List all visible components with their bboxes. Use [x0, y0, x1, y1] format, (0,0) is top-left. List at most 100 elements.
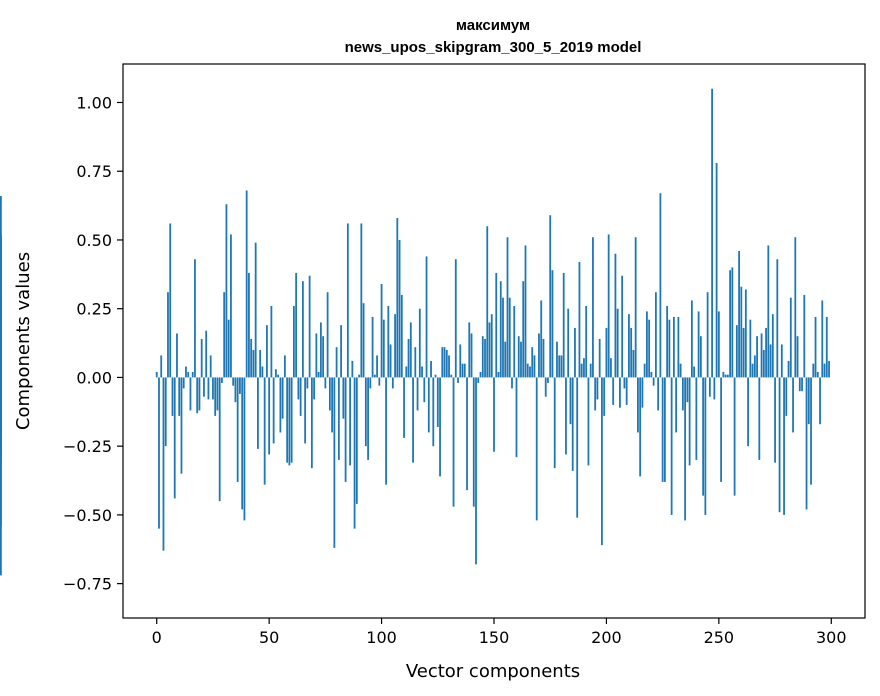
- bar: [234, 377, 237, 403]
- bar: [275, 369, 277, 378]
- bar: [317, 371, 320, 378]
- bar: [225, 204, 228, 378]
- bar: [221, 377, 223, 383]
- bar: [403, 377, 405, 438]
- y-tick-label: 0.25: [76, 300, 112, 319]
- bar: [418, 308, 421, 378]
- bar: [574, 327, 576, 378]
- bar: [288, 377, 291, 466]
- bar: [360, 223, 363, 378]
- bar: [610, 358, 612, 378]
- bar: [470, 333, 473, 378]
- bar: [227, 319, 230, 378]
- bar: [589, 363, 592, 378]
- bar: [619, 377, 621, 408]
- bar: [540, 300, 543, 378]
- bar: [351, 360, 354, 378]
- bar: [203, 377, 205, 397]
- bar: [816, 371, 819, 378]
- bar: [547, 377, 549, 383]
- x-tick-label: 150: [479, 628, 510, 647]
- bar: [167, 292, 169, 378]
- bar: [459, 344, 462, 378]
- bar: [565, 377, 567, 455]
- bar: [346, 223, 349, 378]
- bar: [259, 349, 262, 378]
- bar: [155, 371, 158, 378]
- bar: [436, 377, 439, 427]
- bar: [538, 333, 540, 378]
- bar: [322, 336, 325, 378]
- bar: [367, 377, 369, 460]
- bar: [466, 377, 468, 491]
- bar: [461, 363, 464, 378]
- bar: [639, 377, 642, 477]
- bar: [414, 347, 417, 378]
- bar: [760, 333, 763, 378]
- bar: [616, 308, 619, 378]
- bar: [578, 261, 581, 378]
- bar: [299, 377, 302, 416]
- bar: [248, 272, 250, 378]
- bar: [371, 316, 374, 378]
- bar: [176, 333, 178, 378]
- bar: [400, 294, 403, 378]
- bar: [598, 338, 601, 378]
- bar: [490, 314, 493, 378]
- bar: [272, 377, 275, 444]
- bar: [569, 377, 572, 425]
- bar: [245, 190, 248, 378]
- bar: [385, 377, 387, 485]
- bar: [825, 316, 828, 378]
- bar: [513, 305, 516, 378]
- bar: [722, 371, 725, 378]
- bar: [729, 270, 731, 378]
- bar: [239, 377, 241, 394]
- bar: [290, 377, 293, 463]
- bar: [295, 272, 298, 378]
- bar: [558, 355, 561, 378]
- bar: [185, 366, 187, 378]
- bar: [646, 311, 648, 378]
- bar: [695, 377, 698, 460]
- bar: [693, 366, 696, 378]
- bar: [423, 377, 426, 403]
- bar: [594, 377, 597, 411]
- bar: [630, 327, 633, 378]
- bar: [774, 377, 776, 463]
- bar: [486, 226, 489, 378]
- y-axis-label: Components values: [13, 252, 34, 430]
- bar: [189, 377, 192, 411]
- bar: [407, 338, 410, 378]
- bar: [785, 377, 788, 416]
- bar: [587, 377, 590, 466]
- bar: [783, 377, 785, 515]
- bar: [780, 344, 783, 378]
- bar: [160, 355, 163, 378]
- y-tick-label: −0.25: [63, 437, 112, 456]
- bar: [209, 355, 212, 378]
- bar: [634, 237, 637, 378]
- bar: [697, 311, 700, 378]
- bar: [522, 281, 525, 378]
- bar: [369, 377, 372, 389]
- bar: [427, 377, 430, 433]
- bar: [394, 314, 396, 378]
- bar: [717, 311, 720, 378]
- chart-subtitle: news_upos_skipgram_300_5_2019 model: [345, 39, 642, 56]
- bar: [173, 377, 176, 499]
- bar: [592, 237, 594, 378]
- bar: [623, 377, 626, 389]
- bar: [771, 314, 774, 378]
- bar: [481, 336, 484, 378]
- bar: [230, 234, 232, 378]
- bar: [681, 377, 684, 411]
- bar: [567, 308, 570, 378]
- bar: [657, 377, 660, 411]
- bar: [254, 242, 257, 378]
- bar: [810, 377, 812, 485]
- bar: [376, 355, 378, 378]
